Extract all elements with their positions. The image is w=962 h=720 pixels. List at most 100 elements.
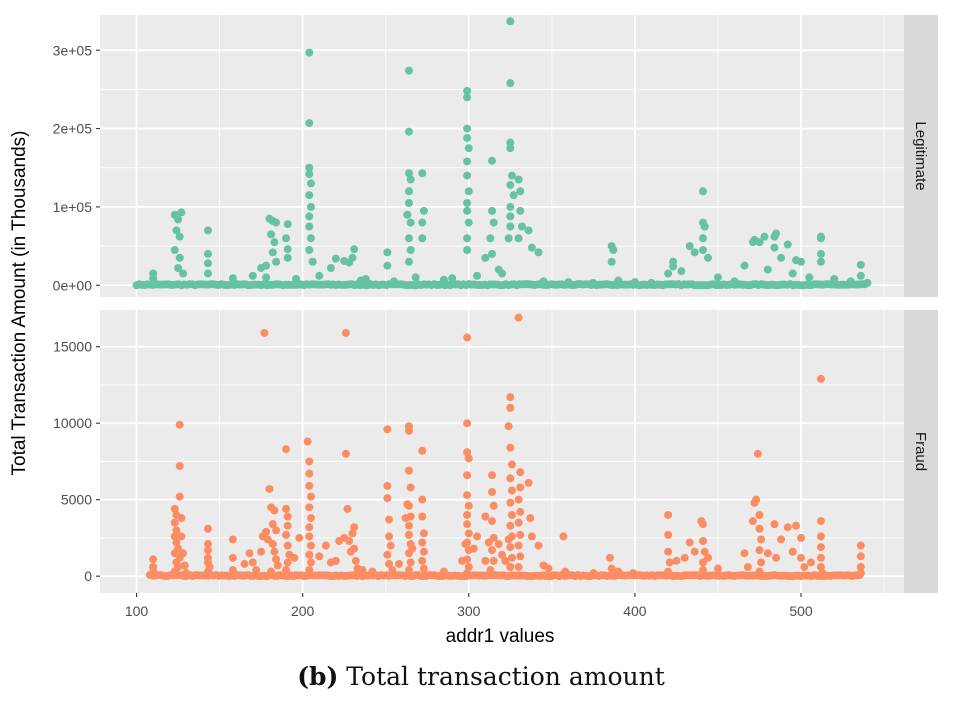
- data-point: [406, 558, 415, 567]
- data-point: [506, 393, 515, 402]
- data-point: [506, 138, 515, 147]
- data-point: [509, 191, 518, 200]
- data-point: [755, 524, 764, 533]
- data-point: [614, 276, 623, 285]
- data-point: [385, 515, 394, 524]
- data-point: [345, 536, 354, 545]
- data-point: [489, 556, 498, 565]
- data-point: [609, 246, 618, 254]
- data-point: [463, 520, 472, 529]
- data-point: [283, 558, 292, 567]
- data-point: [473, 271, 482, 280]
- data-point: [690, 547, 699, 556]
- data-point: [816, 553, 825, 562]
- data-point: [282, 530, 291, 539]
- data-point: [404, 501, 413, 510]
- data-point: [463, 86, 472, 95]
- data-point: [439, 275, 448, 284]
- data-point: [172, 526, 181, 535]
- data-point: [406, 483, 415, 492]
- x-tick-label: 200: [291, 603, 315, 619]
- data-point: [506, 212, 515, 221]
- data-point: [404, 426, 413, 435]
- data-point: [419, 206, 428, 215]
- y-tick-label: 3e+05: [53, 42, 93, 58]
- data-point: [408, 544, 417, 553]
- data-point: [268, 520, 277, 529]
- data-point: [406, 175, 415, 184]
- data-point: [473, 532, 482, 541]
- x-tick-label: 100: [125, 603, 149, 619]
- data-point: [504, 422, 513, 431]
- data-point: [283, 245, 292, 254]
- data-point: [406, 512, 415, 521]
- data-point: [806, 558, 815, 567]
- data-point: [418, 446, 427, 455]
- data-point: [179, 269, 188, 278]
- data-point: [514, 562, 523, 571]
- data-point: [177, 208, 186, 217]
- data-point: [172, 226, 181, 235]
- data-point: [664, 269, 673, 278]
- data-point: [283, 521, 292, 530]
- data-point: [262, 273, 271, 282]
- data-point: [463, 157, 472, 166]
- data-point: [283, 220, 292, 229]
- data-point: [404, 466, 413, 475]
- data-point: [506, 498, 515, 507]
- data-point: [463, 538, 472, 547]
- data-point: [748, 517, 757, 526]
- y-tick-label: 10000: [53, 415, 92, 431]
- data-point: [306, 179, 315, 188]
- data-point: [350, 544, 359, 553]
- data-point: [463, 569, 472, 578]
- data-point: [488, 206, 497, 215]
- data-point: [270, 238, 279, 247]
- data-point: [306, 492, 315, 501]
- data-point: [699, 187, 707, 196]
- data-point: [856, 552, 865, 561]
- data-point: [350, 245, 359, 254]
- data-point: [282, 566, 291, 575]
- data-point: [816, 517, 825, 526]
- data-point: [647, 278, 656, 287]
- data-point: [272, 526, 281, 535]
- data-point: [305, 170, 314, 179]
- y-axis-title: Total Transaction Amount (in Thousands): [9, 130, 30, 475]
- data-point: [488, 517, 497, 526]
- data-point: [203, 226, 212, 235]
- data-point: [699, 566, 707, 575]
- data-point: [630, 278, 639, 287]
- data-point: [270, 506, 279, 515]
- data-point: [383, 248, 392, 257]
- data-point: [863, 278, 872, 287]
- data-point: [516, 552, 525, 561]
- data-point: [488, 249, 497, 258]
- data-point: [348, 529, 357, 538]
- data-point: [361, 274, 370, 283]
- data-point: [516, 530, 525, 539]
- data-point: [170, 532, 179, 541]
- data-point: [506, 79, 515, 88]
- data-point: [404, 234, 413, 243]
- data-point: [385, 559, 394, 568]
- x-axis-title: addr1 values: [446, 626, 555, 647]
- data-point: [463, 93, 472, 102]
- y-tick-label: 0e+00: [53, 277, 93, 293]
- data-point: [403, 210, 412, 219]
- data-point: [463, 448, 472, 457]
- data-point: [488, 156, 497, 165]
- data-point: [350, 523, 359, 532]
- data-point: [507, 553, 516, 562]
- data-point: [818, 569, 827, 578]
- data-point: [179, 549, 188, 558]
- data-point: [856, 569, 865, 578]
- data-point: [439, 567, 448, 576]
- data-point: [419, 529, 428, 538]
- data-point: [203, 259, 212, 268]
- data-point: [856, 271, 865, 280]
- data-point: [534, 541, 543, 550]
- data-point: [607, 564, 616, 573]
- strip-background: [904, 15, 938, 297]
- data-point: [506, 202, 515, 211]
